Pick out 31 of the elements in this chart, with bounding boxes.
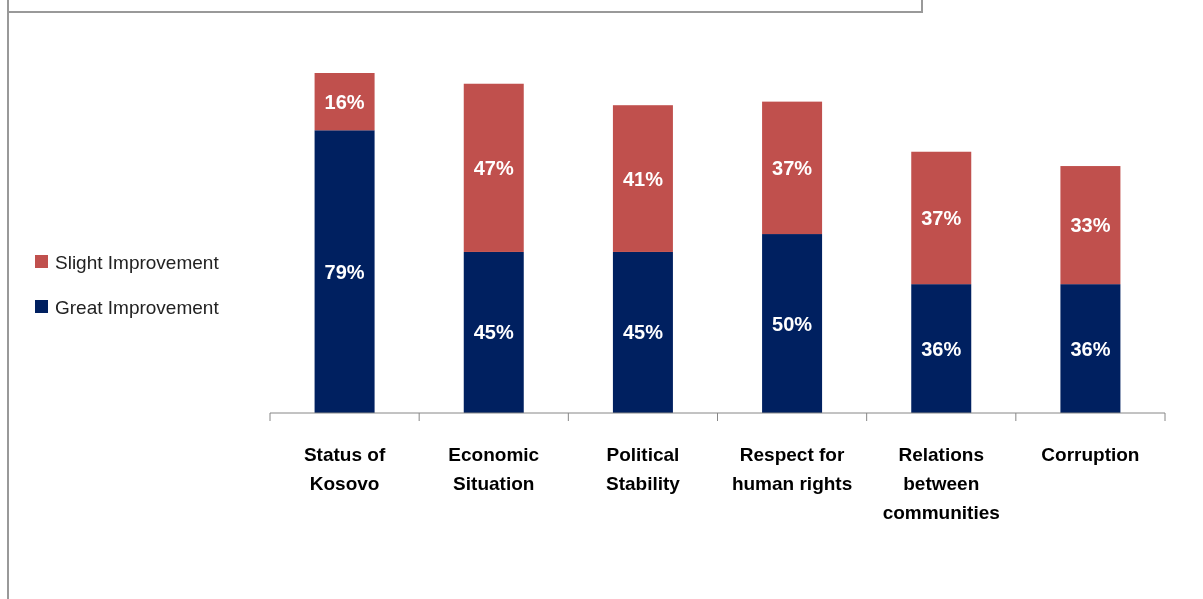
x-tick-label: Status of Kosovo — [303, 444, 386, 494]
data-label: 45% — [473, 321, 514, 344]
legend-label: Great Improvement — [55, 296, 220, 318]
bar — [463, 251, 524, 413]
data-label: 50% — [772, 312, 813, 335]
x-tick-label: Economic Situation — [448, 444, 540, 494]
bar — [1060, 284, 1121, 413]
bar — [612, 251, 673, 413]
x-tick-label: Corruption — [1041, 444, 1140, 465]
bar — [762, 101, 823, 235]
x-tick-label: Respect for human rights — [731, 444, 853, 494]
bar — [612, 105, 673, 252]
bar — [911, 151, 972, 285]
data-label: 36% — [921, 337, 962, 360]
x-tick-label: Political Stability — [605, 444, 681, 494]
bar — [314, 130, 375, 413]
data-label: 41% — [622, 167, 664, 190]
data-label: 36% — [1070, 337, 1111, 360]
x-tick-label: Relations between communities — [882, 444, 1000, 523]
data-label: 37% — [772, 156, 813, 179]
bar — [463, 83, 524, 252]
bar — [762, 234, 823, 413]
data-label: 45% — [622, 321, 664, 344]
data-label: 33% — [1070, 214, 1111, 237]
data-label: 16% — [324, 90, 365, 113]
data-label: 79% — [324, 260, 365, 283]
bar — [1060, 166, 1121, 285]
bar — [911, 284, 972, 413]
data-label: 37% — [921, 206, 962, 229]
legend-label: Slight Improvement — [55, 251, 220, 273]
data-label: 47% — [473, 156, 514, 179]
